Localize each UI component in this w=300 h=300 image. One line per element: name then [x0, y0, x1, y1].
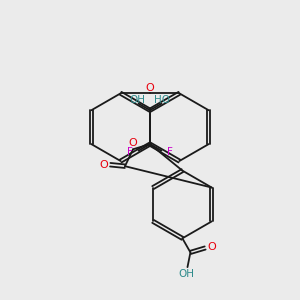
Text: OH: OH [130, 95, 146, 105]
Text: O: O [128, 138, 137, 148]
Text: O: O [99, 160, 108, 170]
Text: O: O [207, 242, 216, 251]
Text: HO: HO [154, 95, 170, 105]
Text: O: O [146, 83, 154, 93]
Text: F: F [128, 147, 133, 157]
Text: F: F [167, 147, 172, 157]
Text: OH: OH [178, 269, 194, 280]
